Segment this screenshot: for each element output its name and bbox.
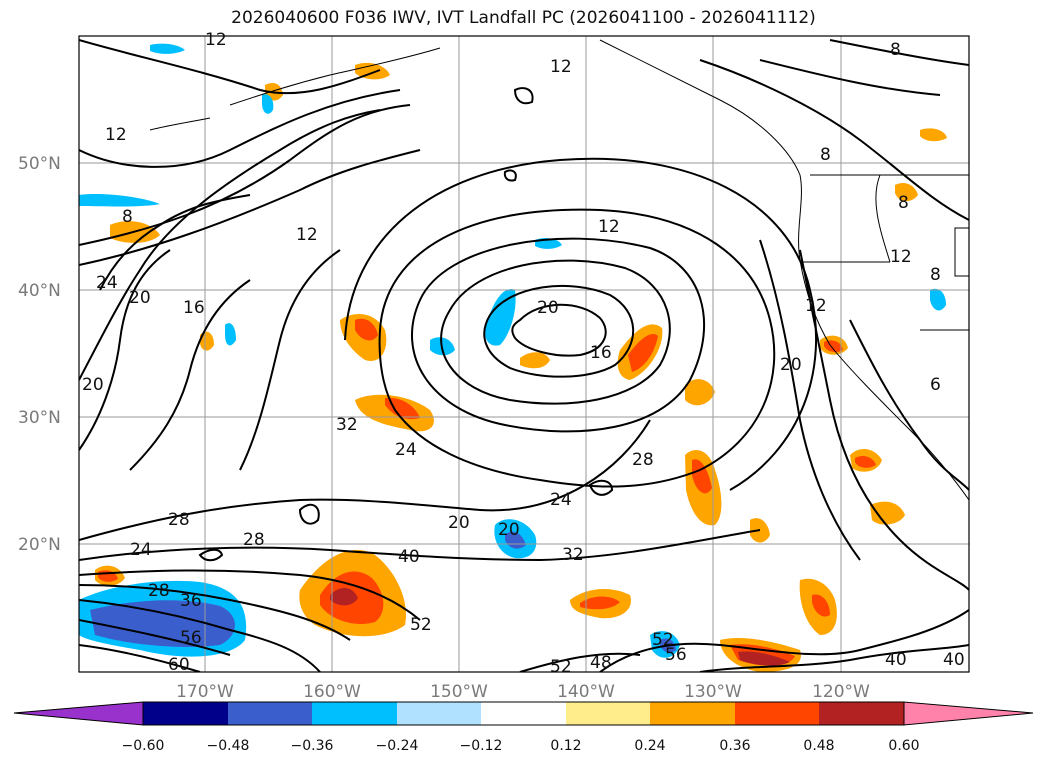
contour-label: 32 (562, 545, 584, 565)
contour-label: 20 (498, 520, 520, 540)
contour-label: 28 (243, 530, 265, 550)
contour-label: 8 (890, 40, 901, 60)
contour-label: 36 (180, 591, 202, 611)
colorbar-bin (566, 702, 650, 725)
lon-label-150w: 150°W (430, 682, 488, 702)
longitude-labels: 170°W 160°W 150°W 140°W 130°W 120°W (176, 682, 870, 702)
colorbar-tick-label: −0.12 (460, 738, 503, 754)
lat-label-20: 20°N (18, 535, 61, 555)
contour-label: 20 (780, 355, 802, 375)
contour-label: 56 (665, 645, 687, 665)
contour-label: 16 (590, 343, 612, 363)
colorbar-frame (142, 701, 905, 726)
coastlines (149, 39, 969, 501)
contour-label: 12 (805, 296, 827, 316)
colorbar-extend-high (903, 701, 1034, 726)
lon-label-140w: 140°W (557, 682, 615, 702)
lat-label-40: 40°N (18, 281, 61, 301)
contour-label: 20 (82, 375, 104, 395)
contour-label: 52 (652, 630, 674, 650)
colorbar-bin (228, 702, 312, 725)
contour-label: 12 (598, 217, 620, 237)
contour-label: 8 (820, 145, 831, 165)
contour-label: 8 (930, 265, 941, 285)
lon-label-160w: 160°W (303, 682, 361, 702)
lon-label-170w: 170°W (176, 682, 234, 702)
plot-frame (78, 35, 970, 673)
contour-label: 52 (550, 657, 572, 677)
contour-label: 16 (183, 298, 205, 318)
contour-label: 32 (336, 415, 358, 435)
contour-label: 24 (550, 490, 572, 510)
contour-label: 40 (398, 547, 420, 567)
contour-label: 12 (205, 30, 227, 50)
contour-label: 20 (537, 298, 559, 318)
colorbar-tick-label: 0.12 (550, 738, 581, 754)
colorbar-bin (143, 702, 228, 725)
colorbar: −0.60 −0.48 −0.36 −0.24 −0.12 0.12 0.24 … (13, 701, 1034, 754)
contour-label: 28 (148, 581, 170, 601)
contour-label: 40 (943, 650, 965, 670)
contour-labels: 12 12 8 8 12 24 20 16 12 20 16 20 12 8 1… (82, 30, 965, 677)
colorbar-bin (650, 702, 735, 725)
lat-label-50: 50°N (18, 154, 61, 174)
contour-label: 52 (410, 615, 432, 635)
contour-label: 8 (122, 207, 133, 227)
colorbar-tick-label: −0.60 (122, 738, 165, 754)
contour-label: 12 (890, 247, 912, 267)
iwv-contours (79, 39, 969, 672)
colorbar-tick-label: −0.48 (207, 738, 250, 754)
colorbar-bin (312, 702, 397, 725)
contour-label: 28 (168, 510, 190, 530)
colorbar-tick-label: 0.60 (888, 738, 919, 754)
lon-label-120w: 120°W (812, 682, 870, 702)
colorbar-tick-label: −0.36 (291, 738, 334, 754)
contour-label: 24 (395, 440, 417, 460)
contour-label: 24 (96, 273, 118, 293)
colorbar-tick-label: 0.48 (803, 738, 834, 754)
contour-label: 12 (296, 225, 318, 245)
colorbar-bin (481, 702, 566, 725)
latitude-labels: 50°N 40°N 30°N 20°N (18, 154, 61, 555)
contour-label: 60 (168, 655, 190, 675)
contour-label: 6 (930, 375, 941, 395)
contour-label: 12 (550, 57, 572, 77)
contour-label: 56 (180, 628, 202, 648)
contour-label: 24 (130, 540, 152, 560)
contour-label: 28 (632, 450, 654, 470)
contour-label: 48 (590, 653, 612, 673)
contour-label: 12 (105, 125, 127, 145)
pc-shading (79, 43, 947, 672)
colorbar-tick-label: 0.36 (719, 738, 750, 754)
colorbar-tick-label: 0.24 (634, 738, 665, 754)
colorbar-extend-low (13, 701, 144, 726)
colorbar-bin (819, 702, 904, 725)
graticule (79, 36, 969, 672)
contour-label: 8 (898, 193, 909, 213)
contour-label: 40 (885, 650, 907, 670)
lon-label-130w: 130°W (684, 682, 742, 702)
colorbar-tick-label: −0.24 (376, 738, 419, 754)
lat-label-30: 30°N (18, 408, 61, 428)
colorbar-bin (735, 702, 819, 725)
colorbar-bin (397, 702, 481, 725)
map-title: 2026040600 F036 IWV, IVT Landfall PC (20… (231, 8, 816, 28)
contour-label: 20 (129, 288, 151, 308)
contour-label: 20 (448, 513, 470, 533)
